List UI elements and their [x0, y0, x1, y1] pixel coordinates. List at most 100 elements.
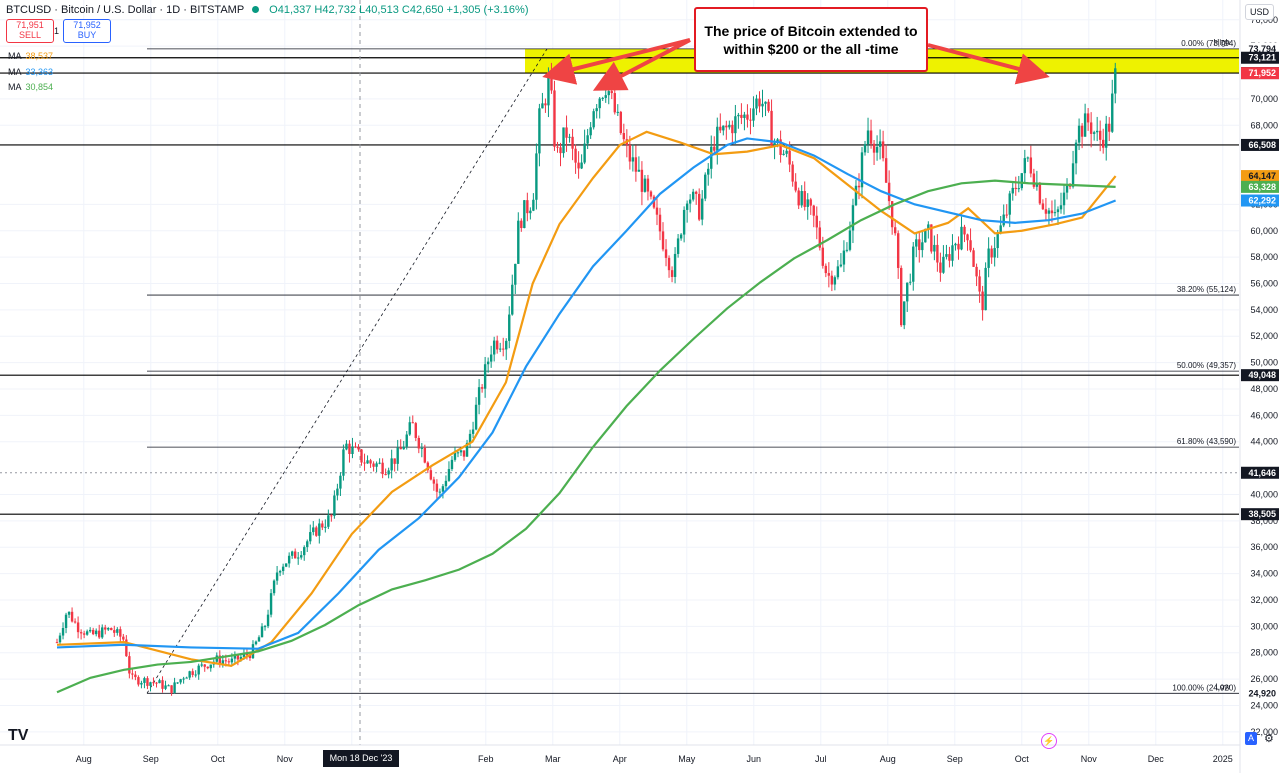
candle-body	[785, 150, 788, 154]
moving-average-line	[56, 137, 1117, 650]
price-label: 73,794	[1248, 44, 1276, 54]
tradingview-logo[interactable]: TV	[8, 727, 29, 744]
candle-body	[661, 231, 665, 250]
symbol-title[interactable]: BTCUSD · Bitcoin / U.S. Dollar · 1D · BI…	[6, 4, 245, 16]
candle-body	[854, 185, 858, 206]
candle-body	[287, 555, 291, 564]
candle-body	[441, 486, 445, 492]
candle-body	[369, 460, 372, 464]
candle-body	[848, 230, 852, 250]
candle-body	[417, 437, 420, 449]
candle-body	[1053, 212, 1057, 214]
candle-body	[342, 449, 345, 476]
candle-body	[351, 446, 354, 455]
candle-body	[749, 119, 752, 121]
currency-selector[interactable]: USD	[1244, 4, 1274, 20]
candle-body	[963, 226, 966, 235]
candle-body	[408, 422, 411, 435]
trend-line	[146, 48, 548, 694]
sell-button[interactable]: 71,951 SELL	[6, 19, 54, 43]
candle-body	[643, 178, 647, 192]
candle-body	[583, 143, 586, 163]
candle-body	[230, 658, 234, 663]
ma-legend-1[interactable]: MA 38,537	[8, 51, 53, 61]
candle-body	[58, 635, 62, 643]
candle-body	[767, 101, 770, 111]
price-tick-label: 46,000	[1250, 410, 1278, 420]
candle-body	[1035, 184, 1039, 187]
fib-level-label: 38.20% (55,124)	[1177, 285, 1236, 294]
buy-label: BUY	[77, 30, 97, 40]
candle-body	[936, 244, 939, 263]
candle-body	[152, 682, 155, 684]
candle-body	[1102, 139, 1105, 148]
candle-body	[164, 685, 167, 689]
candle-body	[1026, 157, 1030, 159]
candle-body	[520, 220, 523, 229]
candle-body	[1089, 122, 1093, 134]
candle-body	[191, 671, 194, 675]
candle-body	[773, 142, 776, 146]
candle-body	[73, 621, 77, 623]
candle-body	[188, 671, 191, 678]
candle-body	[616, 111, 619, 113]
candle-body	[327, 515, 330, 527]
candle-body	[649, 191, 653, 197]
price-tick-label: 32,000	[1250, 595, 1278, 605]
time-tick-label: Sep	[947, 754, 963, 764]
gear-icon[interactable]: ⚙	[1264, 733, 1274, 745]
price-tag-label: High	[1214, 38, 1230, 47]
candle-body	[290, 551, 294, 556]
candle-body	[890, 201, 894, 228]
candle-body	[737, 114, 740, 117]
candle-body	[101, 627, 104, 638]
candle-body	[610, 91, 613, 94]
candle-body	[64, 614, 68, 629]
time-tick-label: Jun	[747, 754, 762, 764]
price-label: 71,952	[1248, 68, 1276, 78]
candle-body	[324, 526, 327, 528]
candle-body	[233, 655, 237, 659]
auto-scale-button[interactable]: A	[1245, 732, 1257, 745]
ma-legend-2[interactable]: MA 33,363	[8, 67, 53, 77]
annotation-callout: The price of Bitcoin extended to within …	[694, 7, 928, 72]
spread-value: 1	[54, 26, 60, 36]
candle-body	[559, 147, 562, 154]
price-tick-label: 52,000	[1250, 331, 1278, 341]
candle-body	[119, 629, 122, 637]
candle-body	[107, 628, 110, 630]
price-axis	[1240, 0, 1282, 773]
candle-body	[474, 404, 478, 430]
ma-legend-3[interactable]: MA 30,854	[8, 82, 53, 92]
candle-body	[794, 181, 797, 191]
price-tag-label: Low	[1215, 682, 1230, 691]
time-tick-label: Aug	[880, 754, 896, 764]
candle-body	[707, 168, 710, 175]
candle-body	[218, 655, 222, 664]
candle-body	[1062, 192, 1066, 206]
buy-button[interactable]: 71,952 BUY	[63, 19, 111, 43]
lightning-icon[interactable]: ⚡	[1041, 733, 1057, 749]
candle-body	[113, 630, 116, 633]
candle-body	[134, 674, 137, 678]
price-label-bg	[1241, 508, 1279, 521]
candle-body	[833, 277, 837, 285]
time-tick-label: May	[678, 754, 696, 764]
candle-body	[818, 227, 821, 248]
candle-body	[254, 641, 258, 645]
price-tick-label: 24,000	[1250, 700, 1278, 710]
annotation-arrow	[542, 38, 691, 85]
candle-body	[149, 682, 152, 686]
candle-body	[921, 242, 924, 251]
candle-body	[303, 547, 306, 556]
candle-body	[1011, 187, 1014, 194]
candle-body	[529, 210, 532, 214]
candle-body	[499, 348, 502, 350]
sell-price: 71,951	[16, 20, 44, 30]
moving-average-line	[56, 130, 1117, 668]
candle-body	[330, 515, 333, 517]
time-tick-label: Nov	[1081, 754, 1098, 764]
candle-body	[396, 447, 399, 464]
candle-body	[734, 116, 737, 134]
